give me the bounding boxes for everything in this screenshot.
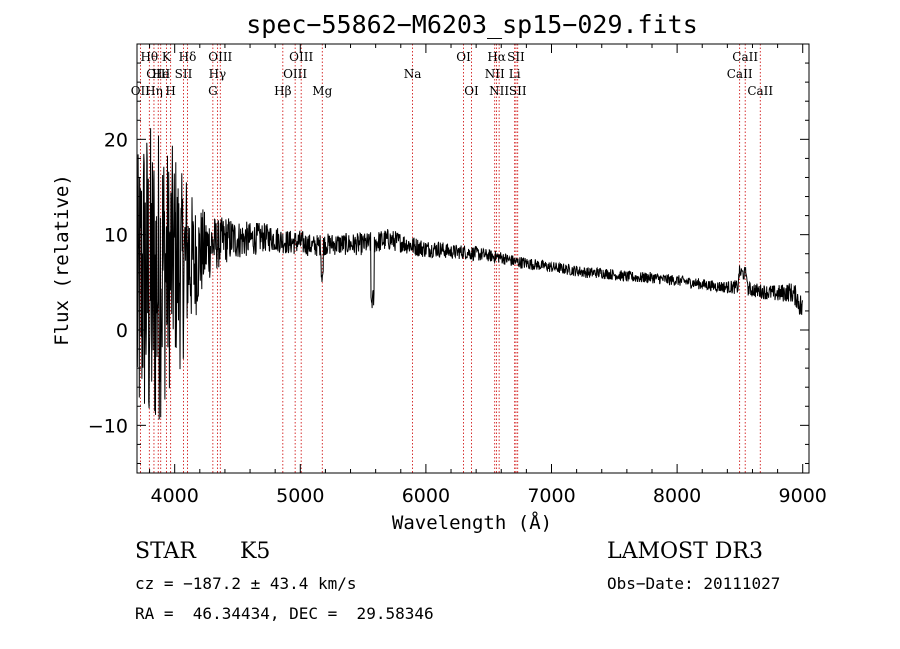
sky-coordinates: RA = 46.34434, DEC = 29.58346 [135, 604, 434, 623]
line-marker-label: OIII [283, 67, 307, 81]
line-marker-label: OI [456, 50, 471, 64]
line-marker-label: SII [175, 67, 193, 81]
y-tick-label: −10 [88, 415, 128, 437]
line-marker-label: OI [464, 84, 479, 98]
line-markers [139, 44, 761, 473]
line-marker-label: SII [509, 84, 527, 98]
line-marker-label: Hδ [179, 50, 197, 64]
y-tick-label: 0 [116, 320, 128, 342]
line-marker-label: Mg [312, 84, 332, 98]
x-tick-label: 5000 [276, 485, 324, 507]
y-axis-label: Flux (relative) [51, 174, 73, 346]
x-tick-label: 7000 [527, 485, 575, 507]
line-marker-label: Hγ [209, 67, 227, 81]
line-marker-label: G [208, 84, 218, 98]
object-class: STAR [135, 539, 196, 564]
line-marker-label: Hβ [274, 84, 291, 98]
x-tick-label: 9000 [779, 485, 827, 507]
line-marker-label: OII [131, 84, 151, 98]
survey-name: LAMOST DR3 [607, 539, 763, 564]
line-marker-label: K [162, 50, 172, 64]
line-marker-label: Na [404, 67, 422, 81]
line-marker-label: H [165, 84, 175, 98]
line-marker-label: Hθ [140, 50, 158, 64]
line-marker-label: CaII [727, 67, 753, 81]
plot-frame [136, 43, 810, 474]
line-marker-label: OIII [289, 50, 313, 64]
line-marker-label: OIII [146, 67, 170, 81]
y-tick-label: 10 [104, 225, 128, 247]
line-marker-label: NII [485, 67, 505, 81]
x-axis-ticks: 4000 5000 6000 7000 8000 9000 [149, 44, 827, 507]
line-marker-label: He [152, 67, 170, 81]
line-marker-label: Li [509, 67, 521, 81]
line-marker-label: CaII [732, 50, 758, 64]
x-tick-label: 8000 [653, 485, 701, 507]
line-marker-label: Hα [487, 50, 506, 64]
x-tick-label: 6000 [402, 485, 450, 507]
x-tick-label: 4000 [151, 485, 199, 507]
line-marker-label: NII [489, 84, 509, 98]
y-tick-label: 20 [104, 129, 128, 151]
line-marker-label: OIII [208, 50, 232, 64]
observation-date: Obs−Date: 20111027 [607, 574, 781, 593]
line-marker-label: Hη [145, 84, 163, 98]
object-subclass: K5 [240, 539, 271, 564]
x-axis-label: Wavelength (Å) [392, 511, 552, 534]
spectrum-line [136, 128, 803, 420]
line-marker-label: CaII [747, 84, 773, 98]
redshift-velocity: cz = −187.2 ± 43.4 km/s [135, 574, 357, 593]
line-marker-label: SII [507, 50, 525, 64]
chart-title: spec−55862−M6203_sp15−029.fits [246, 10, 698, 39]
y-axis-ticks: −10 0 10 20 [88, 62, 809, 464]
